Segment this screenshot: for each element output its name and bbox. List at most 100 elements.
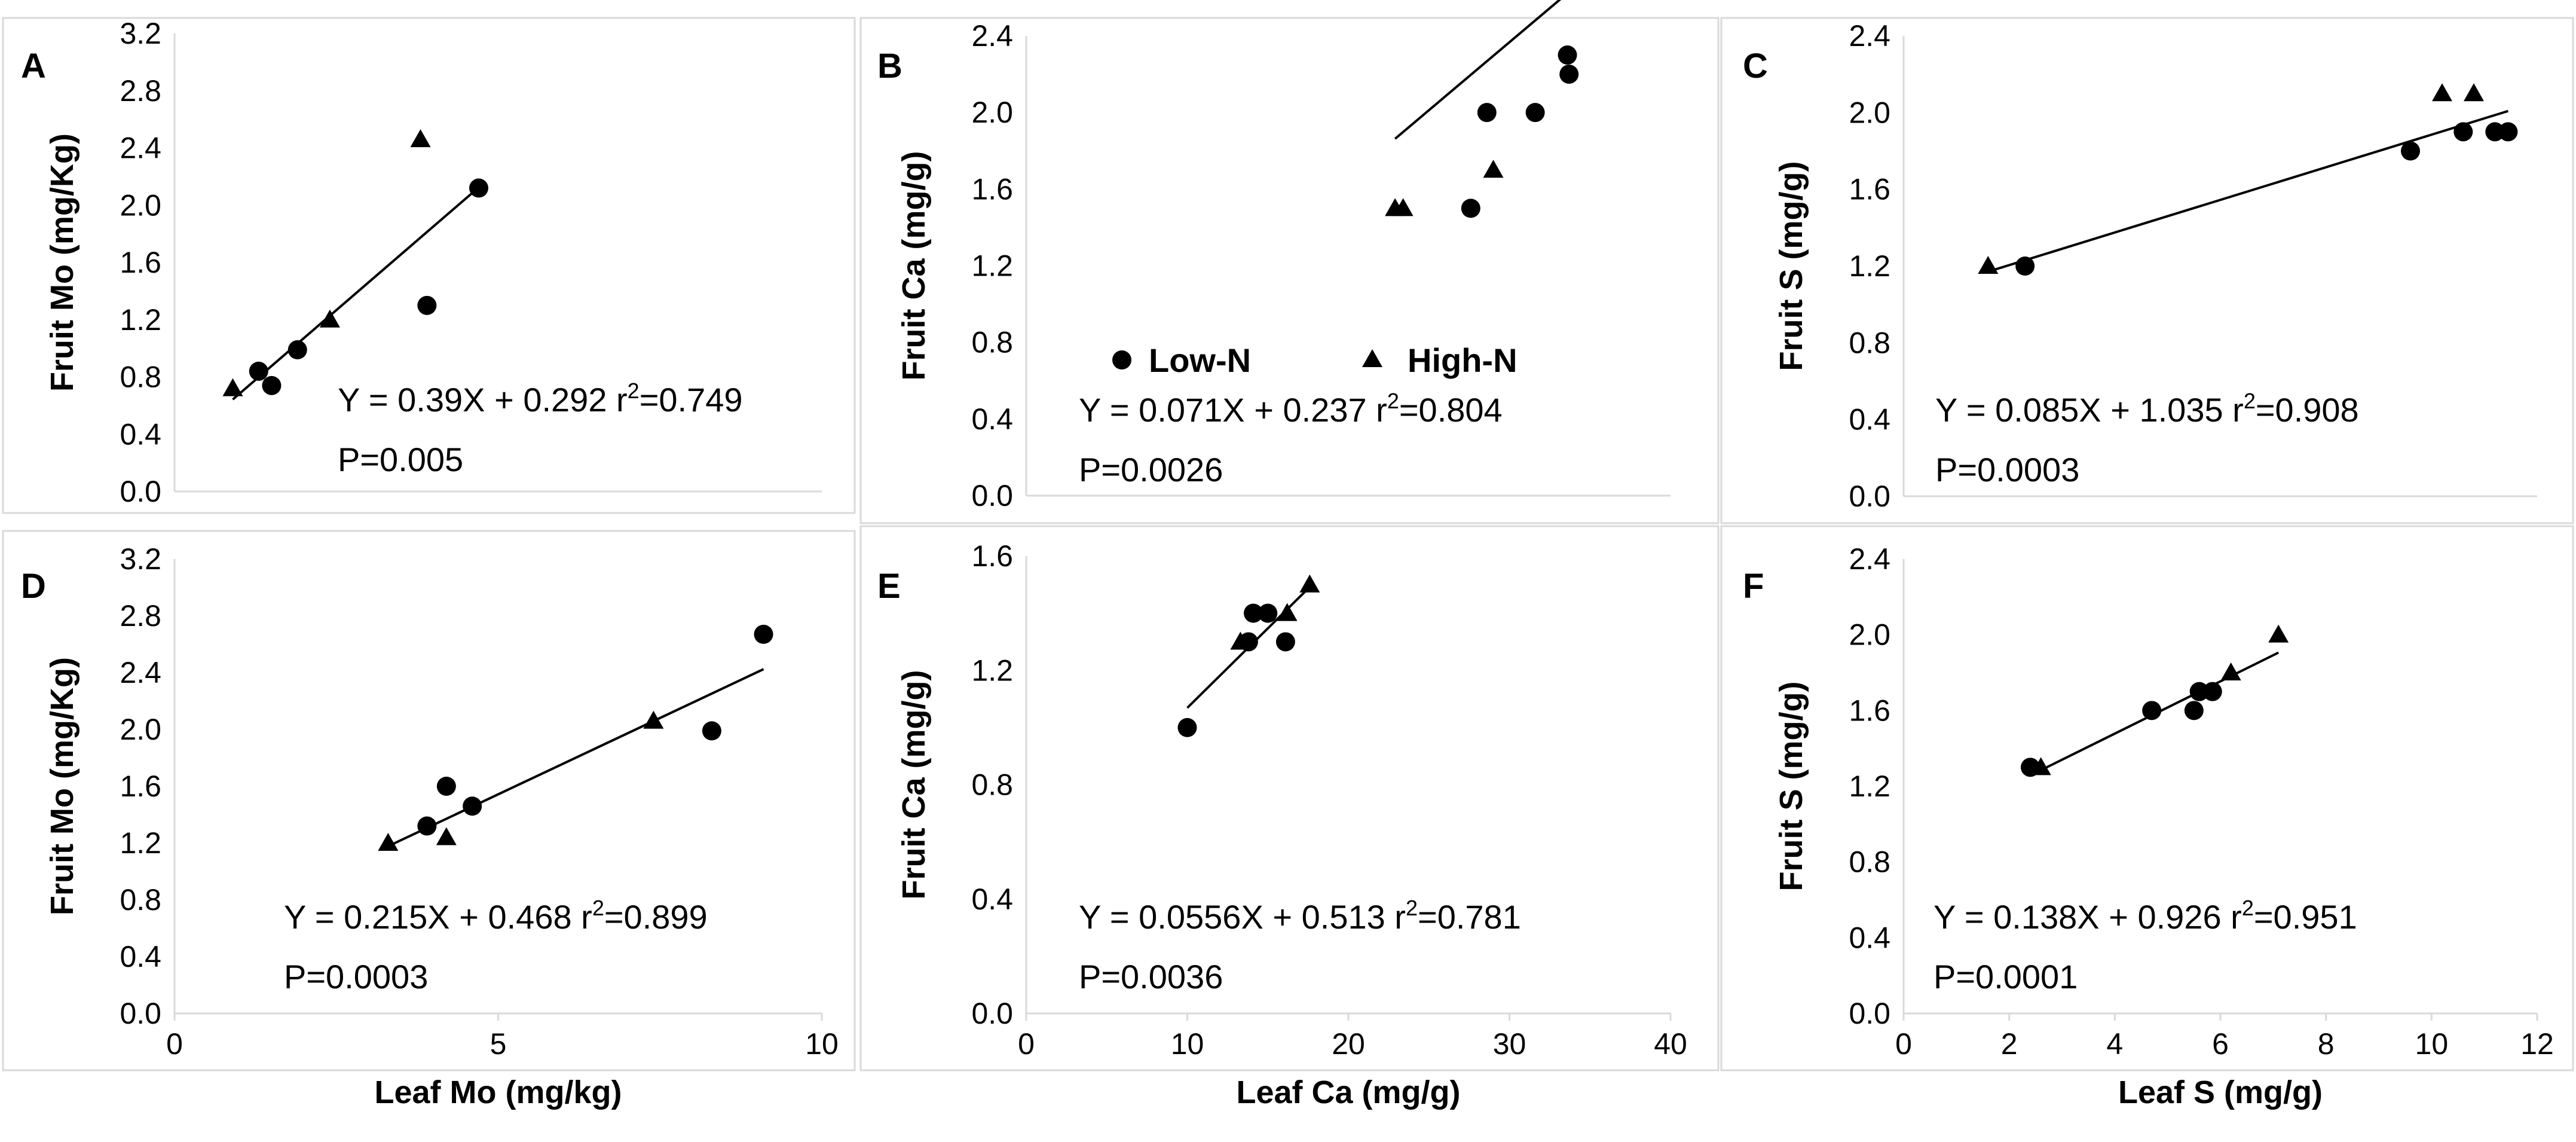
y-tick-label: 0.4: [120, 417, 161, 451]
panel-d: 0.0 0.4 0.8 1.2 1.6 2.0 2.4 2.8 3.2 0 5 10 Fruit Mo …: [2, 530, 856, 1110]
y-tick-label: 2.4: [1849, 542, 1890, 576]
data-point-low-n: [754, 624, 773, 644]
panel-letter: C: [1743, 47, 1768, 86]
y-tick-label: 2.0: [1849, 618, 1890, 652]
r-squared-value: =0.899: [604, 898, 708, 936]
y-tick-label: 1.6: [971, 172, 1013, 206]
x-tick-label: 0: [166, 1027, 183, 1061]
data-point-low-n: [2142, 701, 2162, 720]
y-tick-label: 2.4: [120, 132, 161, 165]
legend: Low-N High-N: [1112, 341, 1518, 379]
p-value: P=0.0001: [1933, 958, 2078, 996]
equation-text: Y = 0.138X + 0.926 r: [1933, 898, 2242, 936]
equation-text: Y = 0.0556X + 0.513 r: [1079, 898, 1406, 936]
data-point-low-n: [2015, 257, 2035, 276]
data-point-low-n: [2184, 701, 2204, 720]
regression-equation: Y = 0.085X + 1.035 r2=0.908: [1935, 389, 2359, 429]
data-point-high-n: [1978, 256, 1999, 274]
equation-text: Y = 0.085X + 1.035 r: [1935, 391, 2244, 429]
panel-frame: [1720, 17, 2574, 524]
p-value: P=0.0036: [1079, 958, 1223, 996]
r-squared-superscript: 2: [1406, 896, 1418, 920]
data-point-high-n: [2030, 757, 2051, 775]
regression-equation: Y = 0.138X + 0.926 r2=0.951: [1933, 896, 2357, 936]
data-point-low-n: [2202, 682, 2222, 701]
panel-letter: B: [877, 47, 902, 86]
y-tick-label: 1.6: [1849, 694, 1890, 727]
y-tick-label: 1.6: [120, 770, 161, 803]
y-tick-label: 2.4: [971, 19, 1013, 53]
data-point-high-n: [378, 833, 399, 851]
regression-line: [1987, 109, 2509, 273]
data-point-low-n: [1558, 45, 1577, 65]
data-point-low-n: [1477, 103, 1497, 123]
r-squared-superscript: 2: [2242, 896, 2254, 920]
panel-frame: [2, 530, 856, 1071]
x-tick-label: 5: [490, 1027, 507, 1061]
data-point-low-n: [417, 295, 437, 315]
legend-triangle-icon: [1362, 349, 1382, 367]
data-point-high-n: [1277, 603, 1298, 621]
x-tick-label: 10: [805, 1027, 839, 1061]
panel-frame: [2, 17, 856, 514]
data-point-high-n: [2432, 83, 2452, 102]
data-point-low-n: [2453, 122, 2473, 142]
data-point-low-n: [1275, 632, 1295, 652]
y-tick-label: 0.0: [1849, 997, 1890, 1030]
y-tick-label: 0.4: [971, 883, 1013, 916]
y-tick-label: 2.8: [120, 599, 161, 633]
x-tick-label: 8: [2318, 1027, 2335, 1061]
panel-b: 0.0 0.4 0.8 1.2 1.6 2.0 2.4 Fruit Ca (mg/g) B Y =…: [859, 0, 1720, 524]
r-squared-superscript: 2: [592, 896, 604, 920]
y-axis-title: Fruit Mo (mg/Kg): [44, 657, 80, 915]
r-squared-value: =0.804: [1399, 391, 1503, 429]
y-tick-label: 1.2: [120, 303, 161, 337]
r-squared-superscript: 2: [1387, 389, 1399, 413]
y-tick-label: 1.6: [120, 246, 161, 279]
y-tick-label: 1.2: [1849, 249, 1890, 283]
y-tick-label: 3.2: [120, 542, 161, 576]
legend-circle-icon: [1112, 350, 1131, 370]
equation-text: Y = 0.39X + 0.292 r: [338, 381, 628, 419]
data-point-low-n: [1177, 717, 1197, 737]
panel-letter: A: [21, 47, 46, 86]
data-point-high-n: [1393, 198, 1414, 216]
x-tick-label: 2: [2001, 1027, 2018, 1061]
p-value: P=0.0003: [1935, 451, 2079, 488]
y-axis-title: Fruit Ca (mg/g): [896, 151, 932, 381]
data-point-low-n: [287, 340, 307, 360]
x-tick-label: 30: [1493, 1027, 1526, 1061]
y-tick-label: 2.4: [120, 656, 161, 689]
data-point-low-n: [2498, 122, 2518, 142]
y-tick-label: 0.8: [1849, 845, 1890, 879]
panel-e: 0.0 0.4 0.8 1.2 1.6 0 10 20 30 40 Fruit Ca (mg/g) L…: [859, 525, 1720, 1110]
data-point-low-n: [417, 816, 437, 836]
p-value: P=0.005: [338, 441, 463, 478]
y-tick-label: 0.8: [1849, 326, 1890, 359]
data-point-low-n: [1559, 65, 1579, 84]
regression-line: [232, 186, 480, 401]
equation-text: Y = 0.215X + 0.468 r: [284, 898, 592, 936]
y-tick-label: 1.6: [971, 539, 1013, 573]
r-squared-value: =0.749: [640, 381, 743, 419]
x-tick-label: 4: [2106, 1027, 2123, 1061]
panel-letter: F: [1743, 567, 1764, 606]
x-axis-title: Leaf Ca (mg/g): [1236, 1074, 1460, 1110]
regression-line: [1394, 0, 1562, 140]
y-tick-label: 1.2: [971, 249, 1013, 283]
y-tick-label: 0.4: [1849, 921, 1890, 954]
y-tick-label: 1.2: [971, 654, 1013, 687]
data-point-high-n: [2220, 662, 2241, 680]
data-point-high-n: [436, 827, 457, 845]
y-tick-label: 1.6: [1849, 173, 1890, 206]
r-squared-value: =0.951: [2254, 898, 2357, 936]
data-point-low-n: [249, 361, 268, 381]
data-point-low-n: [2189, 682, 2209, 701]
x-tick-label: 20: [1332, 1027, 1365, 1061]
y-tick-label: 0.8: [120, 883, 161, 917]
y-tick-label: 0.0: [120, 997, 161, 1030]
regression-equation: Y = 0.0556X + 0.513 r2=0.781: [1079, 896, 1521, 936]
y-tick-label: 2.0: [120, 188, 161, 222]
data-point-low-n: [1525, 103, 1545, 123]
y-tick-label: 1.2: [1849, 770, 1890, 803]
